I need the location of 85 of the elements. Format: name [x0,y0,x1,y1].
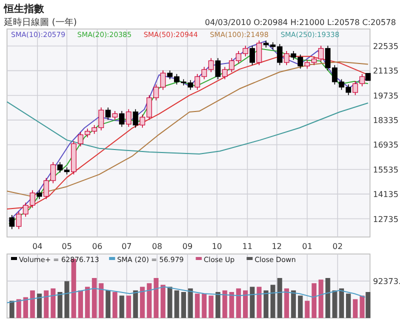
bar [106,290,110,318]
x-tick-label: 08 [152,242,162,251]
candlestick [284,50,290,66]
chart-subtitle: 延時日線圖 (一年) [3,17,77,28]
bar [304,300,310,318]
chart-title: 恒生指數 [3,3,45,15]
x-tick-label: 12 [272,242,282,251]
bar [332,290,338,318]
y-tick-label: 14135 [373,190,398,200]
bar [167,286,172,318]
y-tick-label: 92373. [373,277,400,286]
candlestick [250,45,255,66]
x-tick-label: 11 [242,242,252,251]
bar [325,278,330,318]
bar [160,284,166,318]
bar [202,294,207,318]
bar [133,290,138,318]
bar [346,294,351,318]
bar [16,299,22,318]
bar [36,294,42,318]
bar [98,283,104,318]
bar [250,286,255,318]
bar [312,283,316,318]
x-tick-label: 05 [62,242,72,251]
x-tick-label: 06 [92,242,102,251]
bar [229,292,234,318]
candlestick [126,108,132,128]
bar [112,292,118,318]
x-tick-label: 02 [332,242,343,251]
y-tick-label: 16935 [373,140,398,150]
bar [194,294,200,318]
bar [366,292,370,318]
bar [352,299,358,318]
x-tick-label: 09 [182,242,193,251]
y-tick-label: 19735 [373,91,398,100]
y-tick-label: 12735 [373,214,398,224]
line-series [6,101,369,154]
candlestick [119,110,124,128]
bar [78,290,83,318]
bar [64,281,70,318]
bar [58,292,62,318]
bar [181,292,186,318]
bar [222,290,228,318]
bar [277,278,282,318]
bar [30,290,35,318]
bar [146,283,152,318]
bar [216,292,220,318]
candlestick [9,214,15,230]
candlestick [105,107,111,120]
bar [284,288,290,318]
y-tick-label: 22535 [373,42,398,52]
y-tick-label: 21135 [373,66,398,76]
bar [85,286,90,318]
bar [126,296,132,318]
bar [10,300,14,318]
y-tick-label: 15535 [373,165,398,174]
bar [264,290,268,318]
x-tick-label: 10 [212,242,222,251]
bar [339,288,344,318]
bar [291,290,296,318]
bar [23,297,28,318]
bar [243,290,248,318]
bar [154,278,159,318]
bar [208,296,214,318]
bar [360,296,365,318]
bar [119,296,124,318]
x-tick-label: 04 [32,242,43,251]
y-tick-label: 18335 [373,116,398,126]
bar [318,280,324,318]
bar [44,290,49,318]
bar [298,296,303,318]
x-tick-label: 01 [302,242,312,251]
candlestick [132,108,138,128]
candlestick [256,40,262,66]
bar [140,286,145,318]
bar [270,284,276,318]
bar [174,290,180,318]
candlestick [215,58,221,80]
text: 04/03/2010 O:20984 H:21000 L:20578 C:20578 [204,18,396,27]
bar [256,286,262,318]
x-tick-label: 07 [122,242,132,251]
bar [50,288,56,318]
bar [188,288,193,318]
bar [92,278,97,318]
bar [236,288,241,318]
